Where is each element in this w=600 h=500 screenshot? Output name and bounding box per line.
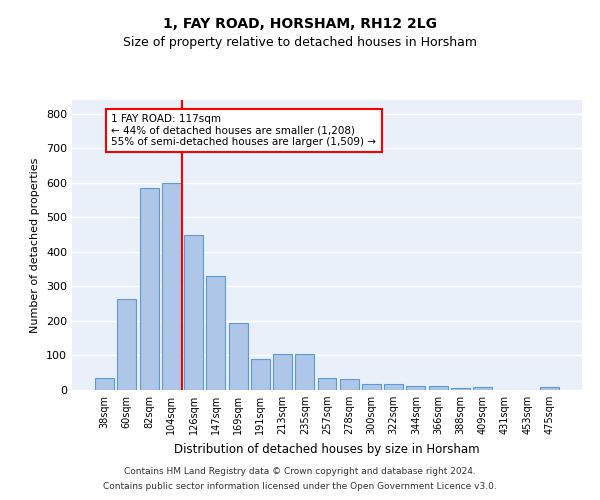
Bar bbox=[295, 354, 314, 390]
Bar bbox=[206, 276, 225, 390]
Bar bbox=[540, 387, 559, 390]
Bar bbox=[118, 298, 136, 390]
Bar bbox=[473, 387, 492, 390]
Bar bbox=[451, 388, 470, 390]
Bar bbox=[317, 378, 337, 390]
Bar bbox=[229, 322, 248, 390]
Text: 1 FAY ROAD: 117sqm
← 44% of detached houses are smaller (1,208)
55% of semi-deta: 1 FAY ROAD: 117sqm ← 44% of detached hou… bbox=[112, 114, 376, 147]
Text: Size of property relative to detached houses in Horsham: Size of property relative to detached ho… bbox=[123, 36, 477, 49]
Bar bbox=[273, 354, 292, 390]
Text: Contains HM Land Registry data © Crown copyright and database right 2024.: Contains HM Land Registry data © Crown c… bbox=[124, 467, 476, 476]
Bar bbox=[340, 379, 359, 390]
Text: 1, FAY ROAD, HORSHAM, RH12 2LG: 1, FAY ROAD, HORSHAM, RH12 2LG bbox=[163, 18, 437, 32]
Bar bbox=[184, 234, 203, 390]
Bar bbox=[362, 384, 381, 390]
Bar bbox=[140, 188, 158, 390]
Text: Contains public sector information licensed under the Open Government Licence v3: Contains public sector information licen… bbox=[103, 482, 497, 491]
Y-axis label: Number of detached properties: Number of detached properties bbox=[31, 158, 40, 332]
Bar bbox=[384, 384, 403, 390]
Bar bbox=[95, 378, 114, 390]
Bar bbox=[162, 183, 181, 390]
Bar bbox=[251, 359, 270, 390]
Bar bbox=[406, 386, 425, 390]
Bar bbox=[429, 386, 448, 390]
X-axis label: Distribution of detached houses by size in Horsham: Distribution of detached houses by size … bbox=[174, 442, 480, 456]
